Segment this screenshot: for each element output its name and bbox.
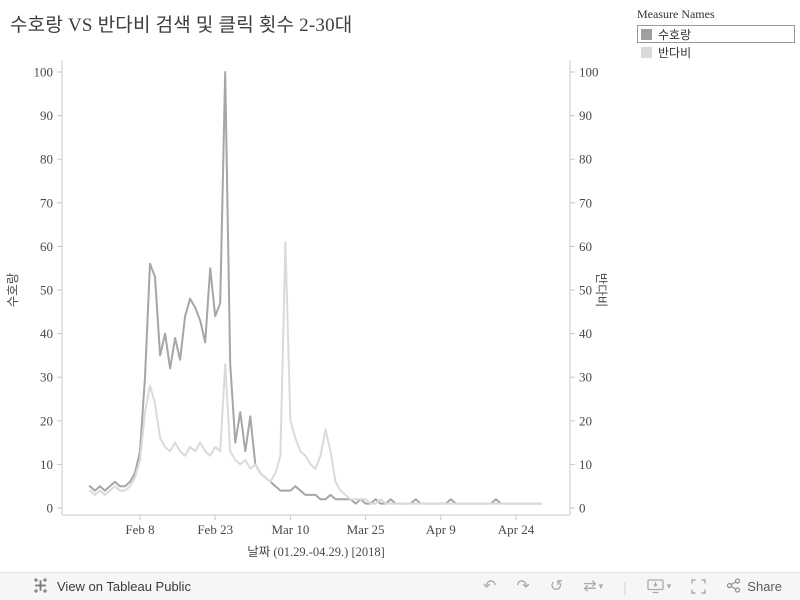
svg-text:Feb 8: Feb 8 [125, 522, 154, 537]
svg-text:수호랑: 수호랑 [6, 272, 20, 307]
share-button[interactable]: Share [726, 577, 782, 596]
fullscreen-icon[interactable] [691, 579, 706, 594]
svg-text:날짜 (01.29.-04.29.) [2018]: 날짜 (01.29.-04.29.) [2018] [247, 545, 385, 559]
legend-item-suhorang[interactable]: 수호랑 [637, 25, 795, 43]
svg-text:80: 80 [579, 152, 592, 167]
replay-icon[interactable]: ↺ [549, 577, 564, 595]
svg-text:40: 40 [40, 326, 53, 341]
undo-icon[interactable]: ↶ [482, 577, 497, 595]
svg-text:40: 40 [579, 326, 592, 341]
legend-item-bandabi[interactable]: 반다비 [637, 43, 795, 61]
chevron-down-icon: ▾ [598, 581, 604, 591]
svg-text:30: 30 [40, 370, 53, 385]
toggle-glyph: ⇄ [583, 577, 597, 595]
toggle-pause-icon[interactable]: ⇄ ▾ [583, 577, 604, 595]
svg-text:90: 90 [40, 108, 53, 123]
legend-title: Measure Names [637, 7, 715, 21]
svg-text:30: 30 [579, 370, 592, 385]
legend-swatch-bandabi [641, 46, 652, 58]
download-icon[interactable]: ▾ [647, 579, 672, 594]
chart-title: 수호랑 VS 반다비 검색 및 클릭 횟수 2-30대 [10, 15, 353, 36]
svg-text:Mar 10: Mar 10 [271, 522, 309, 537]
svg-text:70: 70 [579, 195, 592, 210]
share-icon [726, 577, 741, 596]
svg-text:20: 20 [579, 413, 592, 428]
svg-text:Apr 9: Apr 9 [426, 522, 456, 537]
svg-text:100: 100 [579, 65, 599, 80]
svg-text:10: 10 [40, 457, 53, 472]
svg-text:0: 0 [579, 501, 586, 516]
toolbar-separator: | [623, 578, 627, 595]
chevron-down-icon: ▾ [666, 581, 672, 591]
redo-icon[interactable]: ↷ [516, 577, 530, 595]
svg-text:Feb 23: Feb 23 [197, 522, 233, 537]
toolbar: View on Tableau Public ↶ ↷ ↺ ⇄ ▾ | ▾ [0, 572, 800, 600]
svg-text:60: 60 [40, 239, 53, 254]
svg-text:Mar 25: Mar 25 [347, 522, 385, 537]
line-chart[interactable]: 0 0 10 10 20 20 30 30 40 40 50 50 60 60 70 70 80 80 90 90 10… [0, 40, 630, 572]
svg-text:60: 60 [579, 239, 592, 254]
legend-item-label: 수호랑 [658, 27, 692, 42]
share-label: Share [747, 579, 782, 594]
svg-text:50: 50 [40, 283, 53, 298]
svg-text:20: 20 [40, 413, 53, 428]
svg-text:80: 80 [40, 152, 53, 167]
legend-swatch-suhorang [641, 28, 652, 40]
svg-text:반다비: 반다비 [594, 273, 608, 308]
tableau-logo-icon [32, 577, 49, 597]
chart-canvas[interactable]: 0 0 10 10 20 20 30 30 40 40 50 50 60 60 70 70 80 80 90 90 10… [0, 40, 630, 572]
legend-item-label: 반다비 [658, 45, 692, 60]
svg-text:0: 0 [47, 501, 54, 516]
svg-text:90: 90 [579, 108, 592, 123]
svg-text:Apr 24: Apr 24 [498, 522, 535, 537]
svg-text:100: 100 [34, 65, 54, 80]
svg-text:70: 70 [40, 195, 53, 210]
legend: Measure Names 수호랑 반다비 [637, 7, 795, 61]
view-on-tableau-link[interactable]: View on Tableau Public [0, 577, 191, 597]
toolbar-actions: ↶ ↷ ↺ ⇄ ▾ | ▾ [482, 577, 800, 596]
svg-text:50: 50 [579, 283, 592, 298]
view-on-tableau-label: View on Tableau Public [57, 579, 191, 594]
svg-text:10: 10 [579, 457, 592, 472]
